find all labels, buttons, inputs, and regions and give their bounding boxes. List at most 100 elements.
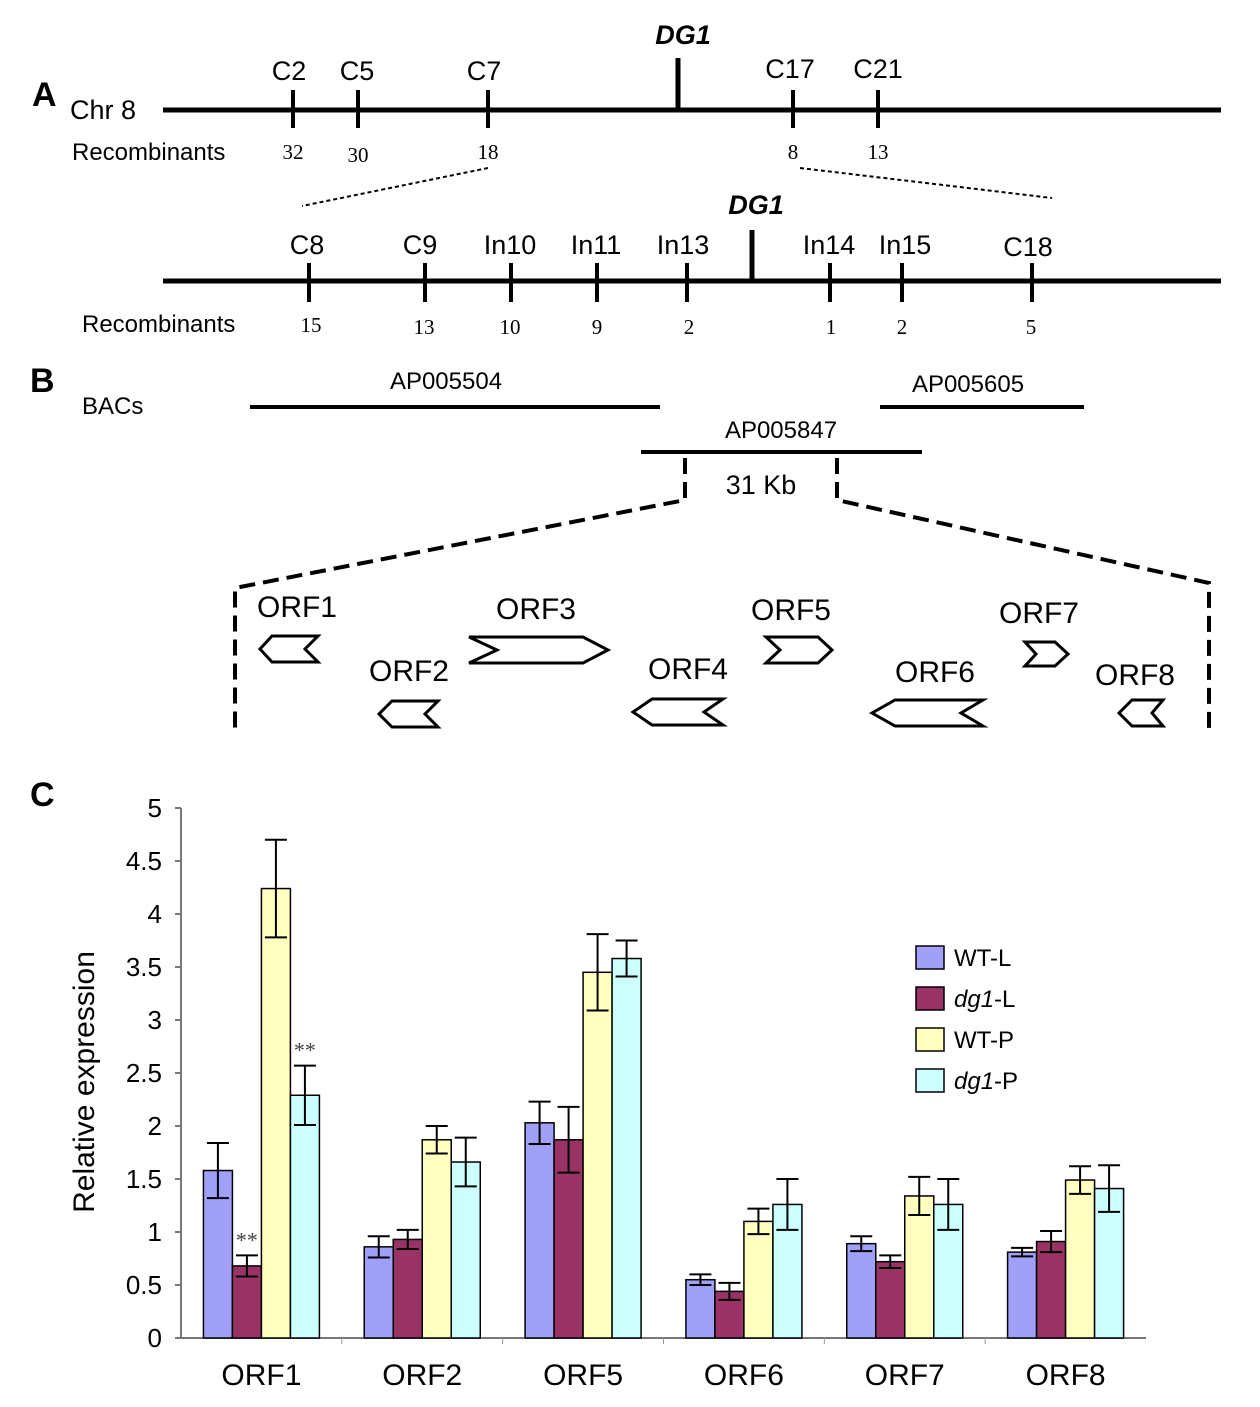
y-axis-title: Relative expression	[68, 951, 101, 1213]
y-tick-label: 1.5	[126, 1164, 162, 1194]
marker-name: C8	[290, 230, 325, 260]
orf7: ORF7	[999, 597, 1079, 668]
orf-layout: ORF1 ORF2 ORF3 ORF4 ORF5 ORF6 ORF7 ORF8	[257, 591, 1175, 729]
orf3: ORF3	[468, 593, 612, 665]
chromosome-map-fine: DG1 Recombinants C8 15 C9 13 In10 10 In1…	[82, 190, 1221, 339]
marker-in10: In10 10	[484, 230, 537, 339]
orf5: ORF5	[751, 594, 835, 665]
y-tick-label: 4.5	[126, 846, 162, 876]
orf8: ORF8	[1095, 659, 1175, 728]
orf3-arrow-icon	[468, 635, 612, 665]
bacs-label: BACs	[82, 393, 143, 420]
chromosome-map-top: Chr 8 DG1 Recombinants C2 32 C5 30 C7 18…	[70, 20, 1221, 167]
marker-count: 15	[301, 313, 322, 337]
orf-label: ORF2	[369, 655, 449, 688]
bar-dg1-p-orf2	[450, 1161, 481, 1339]
marker-name: C17	[765, 54, 815, 84]
bac-contig: BACs AP005504 AP005605 AP005847 31 Kb	[82, 368, 1211, 730]
x-category-label: ORF2	[382, 1359, 462, 1392]
bar-dg1-l-orf7	[875, 1260, 906, 1339]
marker-c7: C7 18	[467, 56, 502, 164]
orf7-arrow-icon	[1021, 640, 1071, 668]
marker-name: C21	[853, 54, 903, 84]
marker-count: 13	[868, 140, 889, 164]
bar-wt-p-orf2	[421, 1139, 452, 1339]
dg1-fine-label: DG1	[728, 190, 784, 220]
bar-wt-l-orf8	[1006, 1251, 1038, 1339]
marker-count: 13	[414, 315, 435, 339]
orf2: ORF2	[369, 655, 449, 729]
y-tick-label: 0.5	[126, 1270, 162, 1300]
marker-in11: In11 9	[571, 230, 622, 339]
y-tick-label: 3.5	[126, 952, 162, 982]
marker-in14: In14 1	[803, 230, 856, 339]
marker-c21: C21 13	[853, 54, 903, 164]
legend-label: WT-L	[954, 945, 1011, 972]
expression-bar-chart: Relative expression 0 0.5 1 1.5 2 2.5 3 3.5 4 4.5…	[68, 793, 1146, 1392]
legend-swatch	[915, 945, 945, 970]
x-axis-labels: ORF1 ORF2 ORF5 ORF6 ORF7 ORF8	[221, 1338, 1106, 1392]
marker-name: In14	[803, 230, 856, 260]
recombinants-label: Recombinants	[72, 139, 225, 166]
marker-name: C9	[403, 230, 438, 260]
marker-name: C2	[272, 56, 307, 86]
bar-wt-p-orf8	[1064, 1179, 1096, 1339]
orf1: ORF1	[257, 591, 337, 664]
marker-c9: C9 13	[403, 230, 438, 339]
marker-c18: C18 5	[1003, 232, 1053, 339]
bar-dg1-p-orf8	[1093, 1187, 1125, 1339]
orf5-arrow-icon	[762, 635, 835, 665]
orf-label: ORF3	[496, 593, 576, 626]
orf-label: ORF4	[648, 653, 728, 686]
significance-mark: **	[236, 1227, 258, 1252]
marker-c2: C2 32	[272, 56, 307, 164]
orf-label: ORF8	[1095, 659, 1175, 692]
marker-name: In11	[571, 230, 622, 260]
x-category-label: ORF7	[865, 1359, 945, 1392]
legend-label: dg1-P	[954, 1068, 1018, 1095]
bar-wt-p-orf5	[582, 971, 613, 1339]
marker-count: 2	[897, 315, 908, 339]
zoom-line-left	[301, 167, 489, 207]
marker-count: 1	[826, 315, 837, 339]
orf4-arrow-icon	[630, 697, 728, 727]
x-category-label: ORF1	[221, 1359, 301, 1392]
orf4: ORF4	[630, 653, 728, 727]
bar-dg1-l-orf2	[392, 1238, 423, 1339]
zoom-line-right	[799, 167, 1053, 199]
orf-label: ORF1	[257, 591, 337, 624]
bar-wt-p-orf1	[260, 887, 292, 1339]
marker-in15: In15 2	[879, 230, 932, 339]
bar-wt-p-orf6	[743, 1220, 774, 1339]
marker-in13: In13 2	[657, 230, 710, 339]
bac-ap005504-label: AP005504	[390, 368, 502, 395]
bar-wt-l-orf7	[846, 1242, 877, 1339]
orf6: ORF6	[868, 656, 989, 728]
marker-count: 10	[500, 315, 521, 339]
orf-label: ORF6	[895, 656, 975, 689]
marker-count: 5	[1026, 315, 1037, 339]
legend-swatch	[915, 1027, 945, 1052]
marker-count: 32	[283, 140, 304, 164]
bar-dg1-l-orf8	[1035, 1240, 1067, 1339]
bar-wt-l-orf2	[363, 1246, 394, 1339]
interval-bracket-left	[233, 458, 687, 730]
orf2-arrow-icon	[376, 699, 442, 729]
y-tick-label: 4	[148, 899, 162, 929]
marker-name: In15	[879, 230, 932, 260]
bac-ap005847-label: AP005847	[725, 417, 837, 444]
marker-name: C7	[467, 56, 502, 86]
marker-c5: C5 30	[340, 56, 375, 167]
marker-count: 18	[478, 140, 499, 164]
bar-dg1-p-orf1	[289, 1094, 321, 1339]
significance-mark: **	[294, 1038, 316, 1063]
legend-label: dg1-L	[954, 986, 1015, 1013]
marker-count: 9	[592, 315, 603, 339]
marker-c17: C17 8	[765, 54, 815, 164]
legend-swatch	[915, 1068, 945, 1093]
x-category-label: ORF5	[543, 1359, 623, 1392]
x-category-label: ORF8	[1026, 1359, 1106, 1392]
bar-wt-l-orf5	[524, 1122, 555, 1339]
panel-label-a: A	[32, 76, 57, 114]
